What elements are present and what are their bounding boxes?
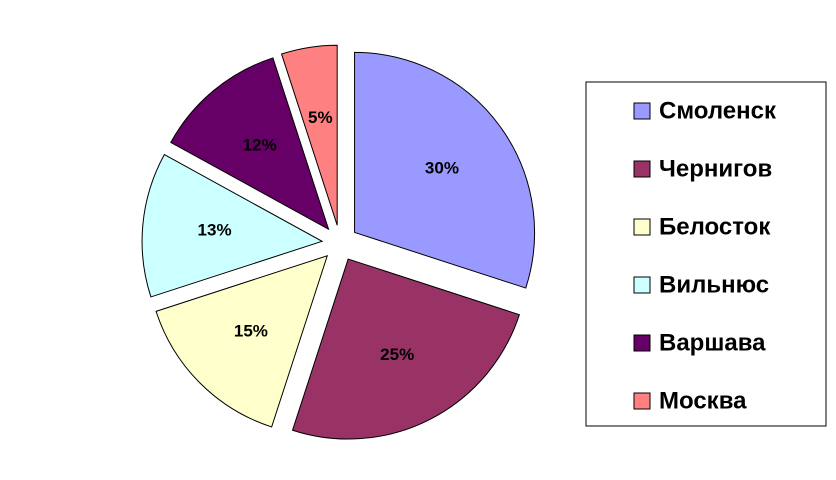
legend-swatch bbox=[633, 392, 651, 410]
legend-label: Смоленск bbox=[659, 97, 777, 124]
pie-slice bbox=[170, 57, 330, 231]
data-label: 25% bbox=[380, 345, 414, 364]
data-label: 15% bbox=[234, 322, 268, 341]
pie-slice bbox=[155, 254, 329, 428]
legend-swatch bbox=[633, 334, 651, 352]
legend-label: Белосток bbox=[659, 213, 771, 240]
pie: 30% 25% 15% 13% 12% 5% bbox=[141, 44, 536, 440]
legend-label: Чернигов bbox=[659, 155, 772, 182]
legend-label: Москва bbox=[659, 387, 747, 414]
legend: Смоленск Чернигов Белосток Вильнюс Варшава Мо… bbox=[585, 81, 827, 427]
pie-slice bbox=[291, 258, 520, 440]
legend-box bbox=[585, 81, 827, 427]
pie-slice bbox=[280, 44, 338, 226]
data-label: 30% bbox=[425, 158, 459, 177]
legend-swatch bbox=[633, 218, 651, 236]
legend-swatch bbox=[633, 102, 651, 120]
legend-label: Вильнюс bbox=[659, 271, 769, 298]
data-label: 5% bbox=[308, 108, 333, 127]
legend-swatch bbox=[633, 276, 651, 294]
legend-label: Варшава bbox=[659, 329, 766, 356]
legend-swatch bbox=[633, 160, 651, 178]
pie-slice bbox=[354, 51, 536, 289]
pie-slice bbox=[141, 153, 324, 298]
data-label: 13% bbox=[198, 221, 232, 240]
data-label: 12% bbox=[243, 135, 277, 154]
